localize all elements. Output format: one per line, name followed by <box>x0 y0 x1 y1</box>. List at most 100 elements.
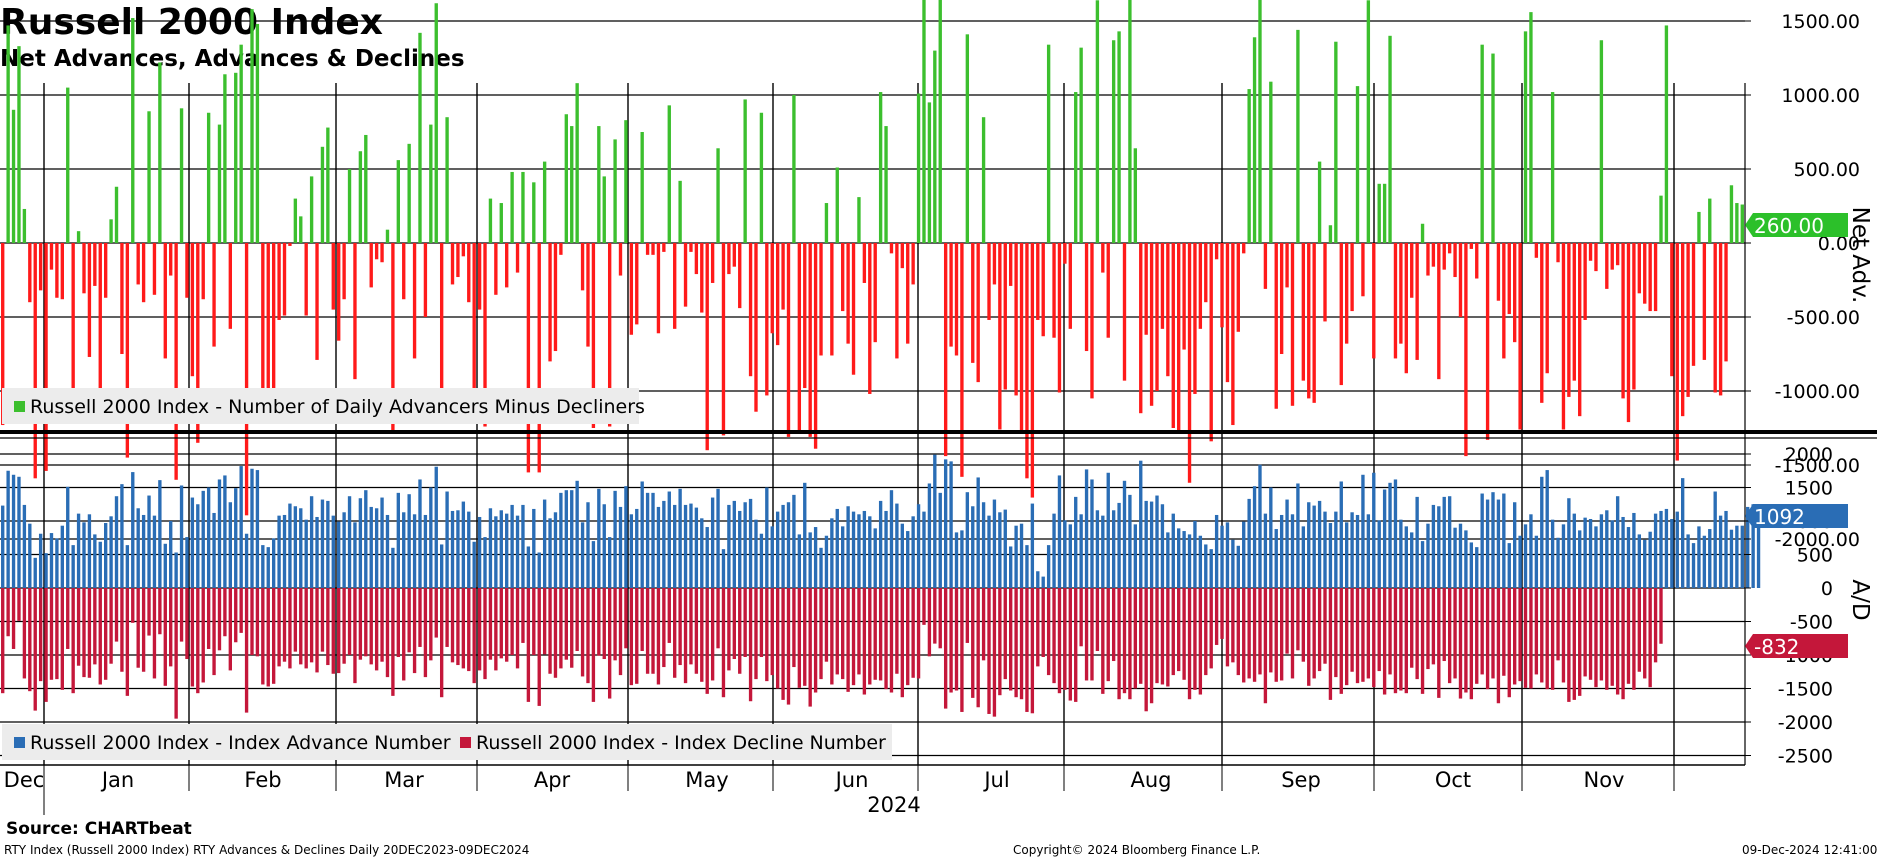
decline-bar <box>467 588 471 672</box>
decline-bar <box>580 588 585 677</box>
net-bar <box>673 243 677 329</box>
decline-bar <box>125 588 130 696</box>
advance-bar <box>385 514 390 588</box>
advance-bar <box>17 476 21 588</box>
advance-bar <box>299 508 303 588</box>
advance-bar <box>906 531 910 588</box>
decline-bar <box>196 588 200 694</box>
net-bar <box>1084 243 1089 352</box>
advance-bar <box>439 544 444 588</box>
decline-bar <box>629 588 634 686</box>
net-bar <box>76 231 81 243</box>
net-bar <box>1225 243 1230 383</box>
advance-bar <box>212 512 216 588</box>
net-bar <box>765 243 769 396</box>
net-bar <box>402 243 406 300</box>
decline-bar <box>1502 588 1506 676</box>
net-bar <box>1453 243 1457 278</box>
decline-bar <box>1052 588 1056 684</box>
net-bar <box>916 93 921 244</box>
legend-box <box>2 388 639 424</box>
advance-bar <box>22 504 27 588</box>
decline-bar <box>1540 588 1544 683</box>
advance-bar <box>66 486 70 588</box>
net-bar <box>1328 225 1333 243</box>
net-bar <box>792 95 796 243</box>
decline-bar <box>477 588 482 671</box>
net-bar <box>185 243 189 298</box>
advance-bar <box>1323 511 1327 588</box>
advance-bar <box>1155 495 1159 588</box>
advance-bar <box>786 502 791 588</box>
advance-bar <box>315 516 319 588</box>
net-bar <box>862 243 867 283</box>
advance-bar <box>1626 527 1631 588</box>
net-bar <box>1220 243 1224 328</box>
decline-bar <box>1355 588 1360 684</box>
net-bar <box>1079 47 1083 243</box>
advance-bar <box>1437 506 1441 588</box>
net-bar <box>282 243 287 316</box>
advance-bar <box>1068 524 1072 588</box>
net-bar <box>1111 40 1116 243</box>
decline-bar <box>987 588 991 714</box>
decline-bar <box>239 588 243 633</box>
net-bar <box>911 243 915 285</box>
decline-bar <box>813 588 818 693</box>
decline-bar <box>1155 588 1159 684</box>
net-bar <box>662 243 666 252</box>
advance-bar <box>537 552 541 588</box>
decline-bar <box>44 588 48 702</box>
decline-bar <box>174 588 178 719</box>
net-bar <box>271 243 276 399</box>
ad-y-tick-label: 0 <box>1821 578 1833 600</box>
net-bar <box>385 229 390 243</box>
decline-bar <box>1041 588 1045 658</box>
decline-bar <box>678 588 682 666</box>
advance-bar <box>1328 523 1333 588</box>
net-bar <box>710 243 715 283</box>
advance-bar <box>1729 529 1734 588</box>
advance-bar <box>857 514 861 588</box>
advance-bar <box>949 461 953 588</box>
advance-bar <box>1204 544 1208 588</box>
month-label: Jan <box>100 768 134 792</box>
net-bar <box>1193 243 1197 394</box>
advance-bar <box>1664 508 1669 588</box>
net-bar <box>1122 243 1127 381</box>
decline-bar <box>884 588 888 690</box>
decline-bar <box>981 588 986 661</box>
advance-bar <box>282 514 287 588</box>
decline-bar <box>998 588 1002 696</box>
net-bar <box>33 243 37 479</box>
decline-bar <box>1258 588 1262 675</box>
decline-bar <box>439 588 444 698</box>
advance-bar <box>1187 534 1192 588</box>
decline-bar <box>461 588 466 669</box>
advance-bar <box>981 502 986 588</box>
net-bar <box>141 243 146 303</box>
net-bar <box>1464 243 1468 457</box>
advance-bar <box>120 484 124 588</box>
decline-bar <box>835 588 839 675</box>
advance-bar <box>1751 504 1755 588</box>
decline-bar <box>1285 588 1289 654</box>
advance-bar <box>1296 483 1300 588</box>
decline-bar <box>76 588 81 666</box>
advance-bar <box>803 482 807 588</box>
advance-bar <box>1621 516 1625 588</box>
decline-bar <box>1225 588 1230 667</box>
decline-bar <box>1637 588 1641 672</box>
decline-bar <box>282 588 287 662</box>
net-bar <box>1653 243 1658 312</box>
advance-bar <box>1111 510 1116 588</box>
advance-bar <box>998 512 1002 588</box>
legend-swatch <box>14 401 25 412</box>
advance-bar <box>1361 474 1365 588</box>
net-bar <box>1106 243 1110 338</box>
net-bar <box>1594 243 1598 272</box>
decline-bar <box>326 588 330 666</box>
advance-bar <box>1182 531 1186 588</box>
net-bar <box>1691 243 1696 366</box>
decline-bar <box>911 588 915 678</box>
